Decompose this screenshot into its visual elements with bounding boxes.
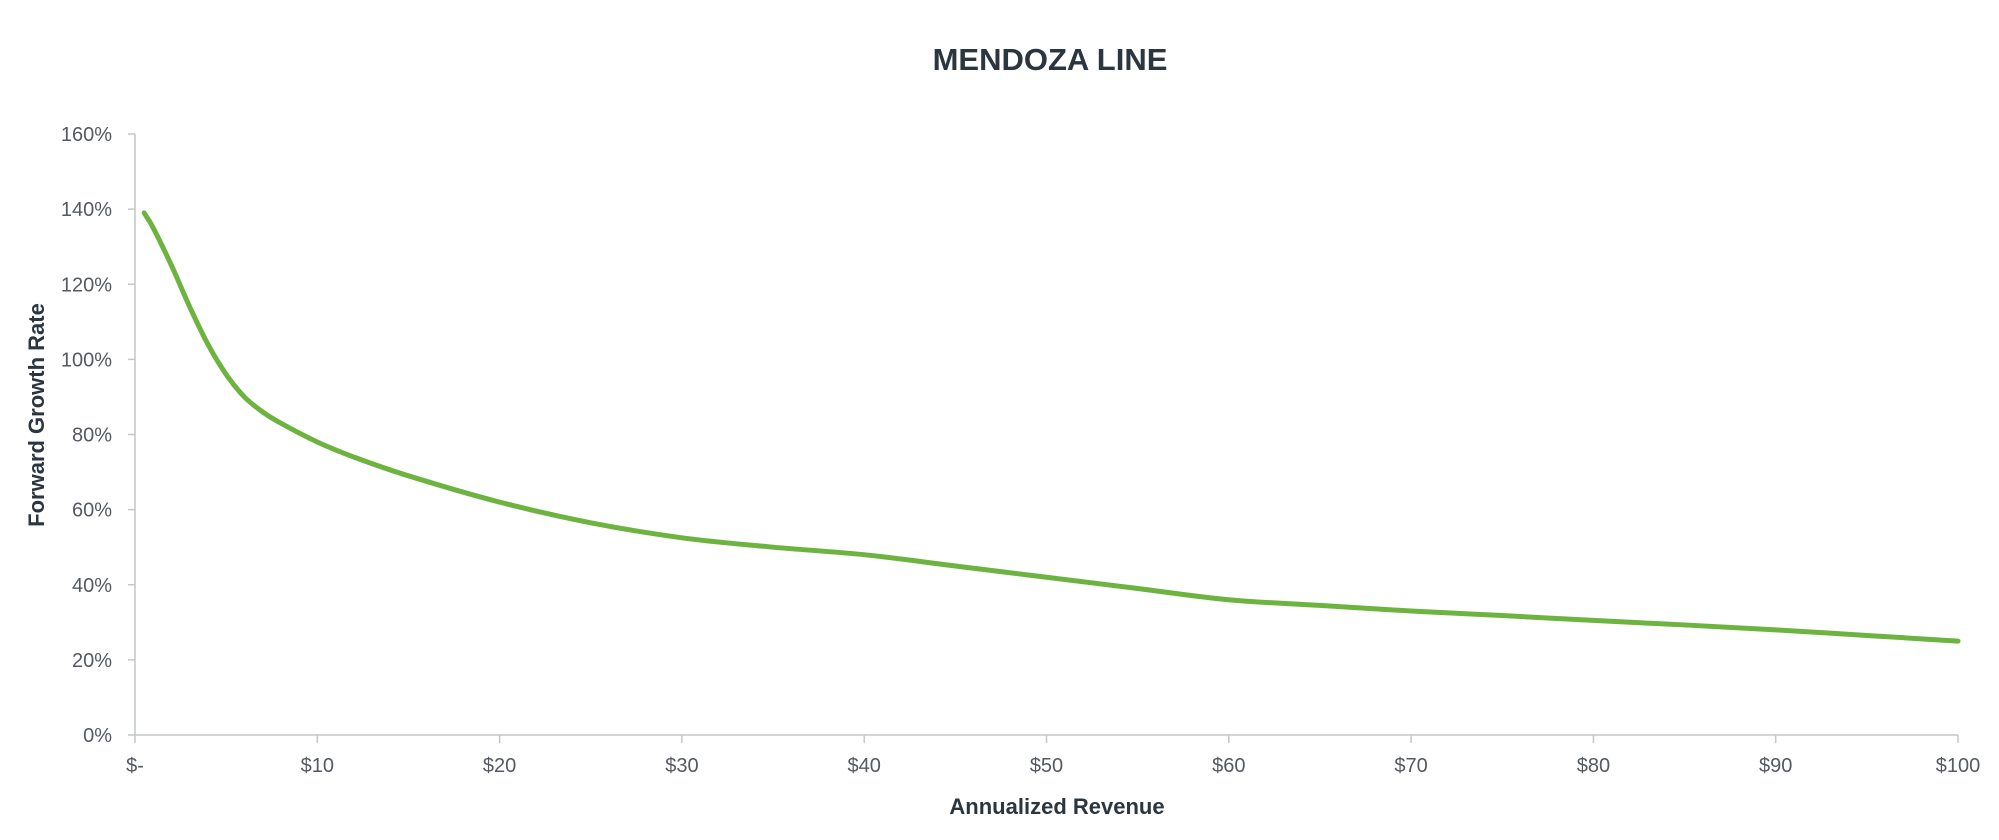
x-tick-label: $- — [126, 755, 144, 777]
plot-area — [141, 210, 1961, 644]
y-tick-label: 0% — [83, 725, 112, 747]
x-axis: $- $10 $20 $30 $40 $50 $60 $70 $80 $90 $100 — [126, 735, 1980, 777]
x-tick-label: $70 — [1394, 755, 1427, 777]
y-tick-label: 80% — [72, 425, 112, 447]
y-tick-label: 140% — [61, 199, 112, 221]
y-tick-label: 100% — [61, 349, 112, 371]
x-tick-label: $50 — [1030, 755, 1063, 777]
chart-title: MENDOZA LINE — [933, 42, 1168, 77]
x-axis-title: Annualized Revenue — [949, 794, 1164, 819]
y-tick-label: 60% — [72, 500, 112, 522]
y-axis: 0% 20% 40% 60% 80% 100% 120% 140% 160% — [61, 124, 135, 747]
y-tick-label: 160% — [61, 124, 112, 146]
x-tick-label: $40 — [848, 755, 881, 777]
x-tick-label: $60 — [1212, 755, 1245, 777]
y-tick-label: 40% — [72, 575, 112, 597]
x-tick-label: $80 — [1577, 755, 1610, 777]
y-axis-title: Forward Growth Rate — [24, 303, 49, 527]
x-tick-label: $100 — [1936, 755, 1981, 777]
y-tick-label: 120% — [61, 274, 112, 296]
y-tick-label: 20% — [72, 650, 112, 672]
x-tick-label: $30 — [665, 755, 698, 777]
series-line — [141, 210, 1961, 644]
x-tick-label: $10 — [301, 755, 334, 777]
x-tick-label: $90 — [1759, 755, 1792, 777]
x-tick-label: $20 — [483, 755, 516, 777]
